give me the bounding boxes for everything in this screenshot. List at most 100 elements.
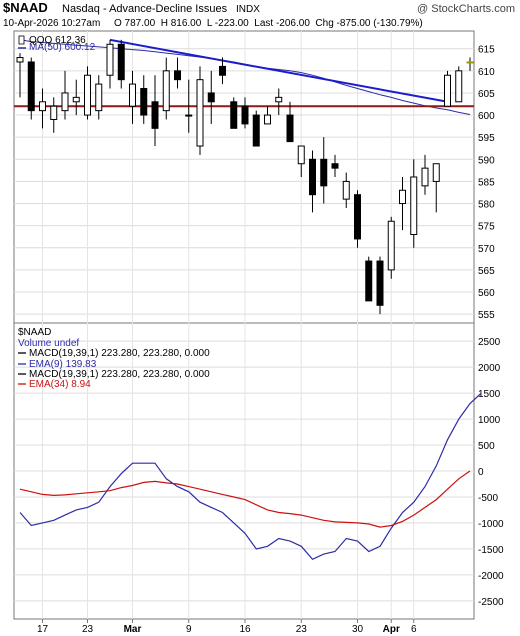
- candle-body-27: [320, 158, 328, 187]
- legend-ema9: EMA(9) 139.83: [29, 359, 97, 370]
- candle-body-17: [207, 92, 215, 103]
- price-tick-560: 560: [478, 288, 495, 299]
- x-label-30: 30: [352, 624, 364, 635]
- ohlc-readout: O 787.00 H 816.00 L -223.00 Last -206.00…: [114, 18, 423, 29]
- ind-tick--2500: -2500: [478, 597, 504, 608]
- candle-body-39: [455, 70, 463, 103]
- ema34-line: [19, 470, 471, 528]
- candle-body-6: [84, 74, 91, 116]
- candle-body-34: [399, 189, 406, 205]
- symbol-name: Nasdaq - Advance-Decline Issues: [62, 3, 228, 15]
- price-tick-565: 565: [478, 266, 495, 277]
- candle-body-25: [297, 145, 305, 165]
- exchange-label: INDX: [236, 4, 260, 15]
- x-label-9: 9: [186, 624, 192, 635]
- candle-body-1: [27, 61, 35, 112]
- candle-body-14: [174, 70, 181, 81]
- indicator-lines: [19, 392, 482, 561]
- candle-body-33: [387, 220, 395, 271]
- candle-body-26: [309, 158, 316, 196]
- x-label-6: 6: [411, 624, 417, 635]
- candle-body-19: [230, 101, 238, 129]
- legend-naad: $NAAD: [18, 327, 51, 338]
- price-y-axis: 555 560 565 570 575 580 585 590 595 600 605 610 615: [478, 45, 495, 321]
- candle-body-15: [185, 114, 193, 117]
- candle-body-37: [432, 163, 440, 182]
- candle-body-35: [410, 176, 418, 236]
- legend-macd-2: MACD(19,39,1) 223.280, 223.280, 0.000: [29, 369, 210, 380]
- candle-body-8: [106, 43, 114, 76]
- price-tick-600: 600: [478, 111, 495, 122]
- candle-body-29: [342, 180, 350, 200]
- watermark: @ StockCharts.com: [417, 3, 515, 15]
- price-tick-575: 575: [478, 222, 495, 233]
- price-tick-555: 555: [478, 310, 495, 321]
- x-label-Mar: Mar: [124, 624, 142, 635]
- legend-macd-1: MACD(19,39,1) 223.280, 223.280, 0.000: [29, 348, 210, 359]
- candle-body-22: [264, 114, 271, 125]
- ind-tick-1000: 1000: [478, 415, 501, 426]
- legend-qqq: QQQ 612.36: [29, 35, 86, 46]
- candle-body-11: [140, 88, 148, 116]
- candles: [16, 39, 474, 315]
- downtrend-line: [109, 38, 448, 103]
- x-axis-labels: 17 23 Mar 9 16 23 30 Apr 6: [37, 619, 417, 635]
- candle-body-16: [196, 79, 204, 147]
- ema9-line: [19, 392, 482, 561]
- trendline-layer: [109, 38, 448, 103]
- price-tick-595: 595: [478, 133, 495, 144]
- price-panel-frame: [13, 30, 475, 324]
- ind-tick--1000: -1000: [478, 519, 504, 530]
- candle-body-30: [354, 194, 361, 240]
- price-tick-590: 590: [478, 155, 495, 166]
- candle-body-5: [72, 96, 80, 103]
- candle-body-4: [61, 92, 69, 112]
- candle-body-21: [252, 114, 260, 147]
- price-tick-605: 605: [478, 89, 495, 100]
- ind-tick--500: -500: [478, 493, 498, 504]
- candle-body-28: [331, 163, 339, 169]
- candle-body-32: [376, 260, 384, 306]
- candle-body-10: [129, 83, 136, 107]
- indicator-legend: $NAAD Volume undef MACD(19,39,1) 223.280…: [18, 327, 210, 390]
- price-tick-610: 610: [478, 67, 495, 78]
- x-label-16: 16: [239, 624, 251, 635]
- candle-body-31: [365, 260, 373, 302]
- legend-volume: Volume undef: [18, 338, 79, 349]
- price-gridlines: [14, 48, 474, 315]
- candle-body-38: [444, 74, 451, 107]
- symbol-title: $NAAD: [3, 0, 48, 15]
- candle-body-23: [275, 96, 283, 103]
- ind-tick-0: 0: [478, 467, 484, 478]
- price-legend: QQQ 612.36 MA(50) 600.12: [18, 35, 96, 53]
- x-label-17: 17: [37, 624, 49, 635]
- candle-body-9: [117, 43, 125, 81]
- candle-body-20: [241, 105, 249, 125]
- candle-body-3: [50, 105, 58, 120]
- candle-body-40: [466, 61, 474, 64]
- x-label-23: 23: [82, 624, 94, 635]
- indicator-y-axis: -2500 -2000 -1500 -1000 -500 0 500 1000 1500 2000…: [478, 337, 504, 608]
- legend-ma50: MA(50) 600.12: [29, 42, 96, 53]
- price-tick-570: 570: [478, 244, 495, 255]
- price-tick-615: 615: [478, 45, 495, 56]
- indicator-gridlines: [14, 340, 474, 602]
- x-label-23: 23: [296, 624, 308, 635]
- candle-body-13: [162, 70, 170, 112]
- candle-body-18: [219, 65, 226, 76]
- candle-body-2: [39, 101, 46, 112]
- candle-body-12: [151, 101, 159, 129]
- candle-body-7: [95, 83, 103, 112]
- price-tick-580: 580: [478, 200, 495, 211]
- x-label-Apr: Apr: [383, 624, 400, 635]
- candle-body-24: [286, 114, 294, 143]
- datetime-label: 10-Apr-2026 10:27am: [3, 18, 100, 29]
- legend-candle-swatch: [18, 35, 25, 45]
- price-tick-585: 585: [478, 177, 495, 188]
- ind-tick-1500: 1500: [478, 389, 501, 400]
- legend-ema34: EMA(34) 8.94: [29, 379, 91, 390]
- candle-body-36: [421, 167, 429, 187]
- candle-body-0: [16, 57, 24, 63]
- ind-tick-2000: 2000: [478, 363, 501, 374]
